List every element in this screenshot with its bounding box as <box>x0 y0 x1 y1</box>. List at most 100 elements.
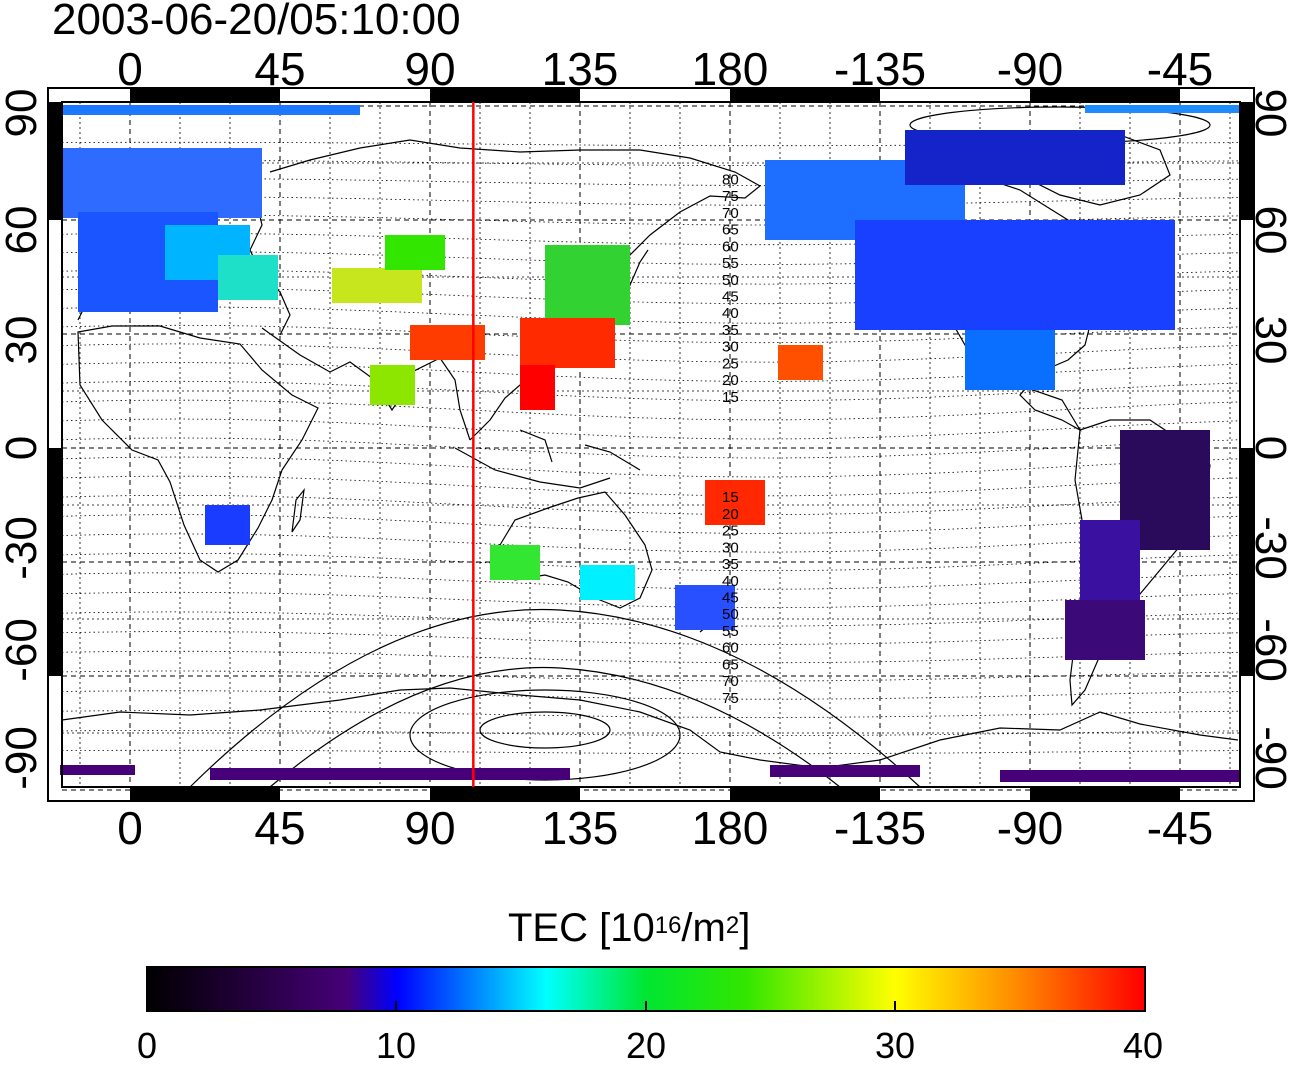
southern-tec-patch <box>60 105 1240 782</box>
colorbar-tick-label: 30 <box>874 1025 916 1066</box>
contour-label: 40 <box>722 573 739 590</box>
pole-oval-inner <box>479 711 611 749</box>
outer-border <box>47 87 1255 802</box>
bottom-scale-band <box>1030 788 1180 800</box>
contour-line <box>61 475 1239 497</box>
contour-label: 80 <box>722 172 739 189</box>
bottom-scale-band <box>730 788 880 800</box>
colorbar-title-exponent: 16 <box>654 912 682 939</box>
bottom-scale-band <box>430 788 580 800</box>
tec-patch-black-sea <box>218 255 278 300</box>
colorbar-title-suffix: ] <box>739 906 751 950</box>
top-lon-label: -135 <box>833 43 927 95</box>
tec-patch-w-australia <box>490 545 540 580</box>
tec-patch-southern-africa <box>205 505 250 545</box>
contour-line <box>61 690 1239 700</box>
tec-patch-india <box>370 365 415 405</box>
tec-patch-hawaii <box>778 345 823 380</box>
tec-patch-arctic-strip-1 <box>60 105 360 115</box>
map-frame <box>47 87 1255 802</box>
contour-label: 15 <box>722 389 739 406</box>
contour-label: 20 <box>722 506 739 523</box>
pacific-tec-patch <box>490 345 823 630</box>
top-lon-label: 0 <box>117 43 143 95</box>
contour-label: 55 <box>722 623 739 640</box>
bottom-lon-label: 45 <box>254 802 306 854</box>
contour-label: 60 <box>722 640 739 657</box>
contour-label: 45 <box>722 590 739 607</box>
europe-tec-patch <box>62 148 278 312</box>
contour-line <box>61 362 1239 382</box>
bottom-lon-label: 90 <box>404 802 456 854</box>
contour-label: 55 <box>722 255 739 272</box>
top-lon-label: 45 <box>254 43 306 95</box>
geomagnetic-latitude-contours <box>61 106 1239 788</box>
contour-label: 65 <box>722 656 739 673</box>
tec-patch-new-zealand <box>675 585 735 630</box>
left-scale-band <box>49 448 61 676</box>
colorbar-title: TEC [1016/m2] <box>508 905 750 951</box>
tec-patch-europe-north <box>62 148 262 218</box>
contour-label: 30 <box>722 539 739 556</box>
colorbar-title-unit: /m <box>681 906 726 950</box>
contour-label: 20 <box>722 372 739 389</box>
pole-arc-outer <box>269 666 841 788</box>
tec-patch-antarctic-strip-4 <box>1000 770 1240 782</box>
contour-labels: 8075706560555045403530252015152025303540… <box>722 172 739 707</box>
left-scale-band <box>49 102 61 220</box>
bottom-lon-label: 135 <box>541 802 619 854</box>
tec-patch-mexico <box>965 330 1055 390</box>
bottom-scale-band <box>130 788 280 800</box>
timestamp-title: 2003-06-20/05:10:00 <box>52 0 461 44</box>
contour-label: 70 <box>722 205 739 222</box>
tec-patch-usa <box>855 220 1175 330</box>
top-lon-label: -45 <box>1146 43 1214 95</box>
contour-line <box>61 591 1239 609</box>
right-scale-band <box>1241 102 1253 220</box>
antarctica-coast <box>61 687 1239 769</box>
tec-patch-siberia <box>385 235 445 270</box>
colorbar-tick-label: 20 <box>625 1025 667 1066</box>
colorbar-tick-mark <box>395 1001 397 1010</box>
madagascar-coast <box>291 487 305 533</box>
top-lon-label: 90 <box>404 43 456 95</box>
top-lon-label: 180 <box>691 43 769 95</box>
contour-label: 35 <box>722 322 739 339</box>
top-scale-band <box>730 89 880 101</box>
bottom-lon-label: -90 <box>996 802 1064 854</box>
contour-label: 30 <box>722 339 739 356</box>
tec-patch-argentina <box>1080 520 1140 610</box>
bottom-lon-label: 180 <box>691 802 769 854</box>
tec-patch-se-australia <box>580 565 635 600</box>
tec-patch-china <box>520 318 615 368</box>
tec-patch-fiji <box>705 480 765 525</box>
map-border <box>61 101 1241 788</box>
tec-patch-antarctic-strip-3 <box>770 765 920 777</box>
colorbar-tick-label: 10 <box>375 1025 417 1066</box>
africa-coast <box>77 325 319 573</box>
contour-line <box>61 749 1238 755</box>
colorbar-tick-label: 0 <box>136 1025 158 1066</box>
tec-data-patches <box>60 105 1240 782</box>
contour-line <box>61 631 1239 645</box>
contour-label: 60 <box>722 238 739 255</box>
north-america-tec-patch <box>765 130 1175 390</box>
contour-label: 50 <box>722 272 739 289</box>
contour-label: 15 <box>722 489 739 506</box>
contour-line <box>61 343 1239 363</box>
contour-label: 45 <box>722 289 739 306</box>
contour-label: 35 <box>722 556 739 573</box>
top-scale-band <box>1030 89 1180 101</box>
top-lon-label: -90 <box>996 43 1064 95</box>
pole-arc-outer <box>189 608 921 788</box>
contour-label: 40 <box>722 305 739 322</box>
colorbar-tick-mark <box>645 1001 647 1010</box>
top-scale-band <box>430 89 580 101</box>
tec-patch-antarctic-strip-2 <box>210 768 570 780</box>
tec-patch-arctic-canada <box>905 130 1125 185</box>
colorbar-title-unit-exponent: 2 <box>725 912 740 939</box>
contour-line <box>61 418 1239 440</box>
tec-patch-antarctic-strip-1 <box>60 765 135 775</box>
contour-label: 65 <box>722 222 739 239</box>
